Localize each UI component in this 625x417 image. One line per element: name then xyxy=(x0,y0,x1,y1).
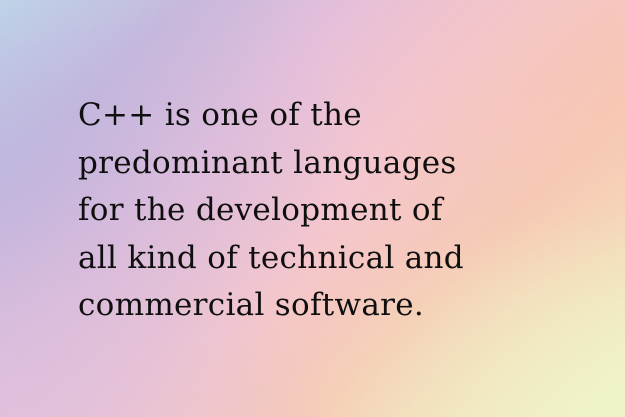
quote-line-4: all kind of technical and xyxy=(78,239,464,276)
quote-line-1: C++ is one of the xyxy=(78,97,362,133)
quote-line-3: for the development of xyxy=(78,192,443,228)
quote-line-5: commercial software. xyxy=(78,287,425,323)
quote-text: C++ is one of the predominant languages … xyxy=(78,92,608,330)
quote-line-2: predominant languages xyxy=(78,144,457,181)
